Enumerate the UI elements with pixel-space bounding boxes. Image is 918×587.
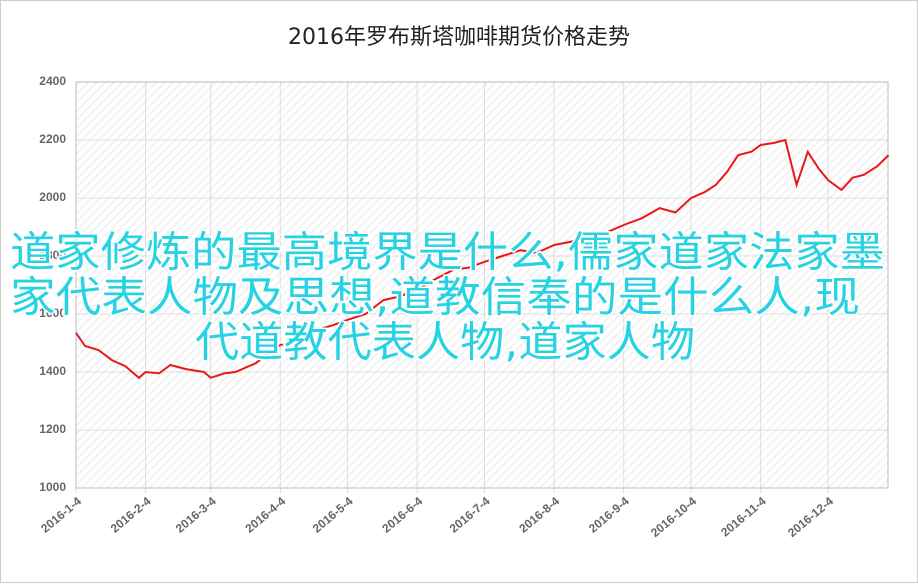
y-tick-label: 2400	[39, 74, 66, 88]
y-tick-label: 1000	[39, 480, 66, 494]
chart-title: 2016年罗布斯塔咖啡期货价格走势	[288, 25, 630, 50]
overlay-text: 代道教代表人物,道家人物	[195, 318, 695, 367]
y-tick-label: 1800	[39, 248, 66, 262]
y-tick-label: 2000	[39, 190, 66, 204]
y-tick-label: 1600	[39, 306, 66, 320]
price-line	[75, 138, 890, 380]
y-tick-label: 1200	[39, 422, 66, 436]
y-tick-label: 2200	[39, 132, 66, 146]
plot-border	[75, 81, 889, 489]
y-tick-label: 1400	[39, 364, 66, 378]
overlay-text: 道家修炼的最高境界是什么,儒家道家法家墨	[10, 228, 885, 277]
overlay-text: 家代表人物及思想,道教信奉的是什么人,现	[10, 273, 860, 322]
